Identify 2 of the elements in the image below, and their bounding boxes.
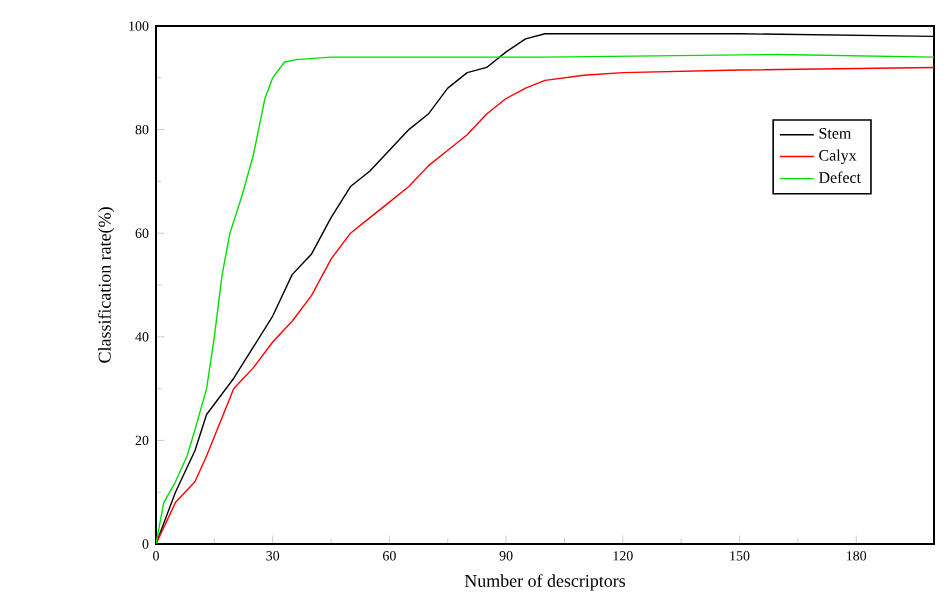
y-axis-title: Classification rate(%): [97, 207, 115, 363]
x-axis-title: Number of descriptors: [464, 574, 626, 591]
